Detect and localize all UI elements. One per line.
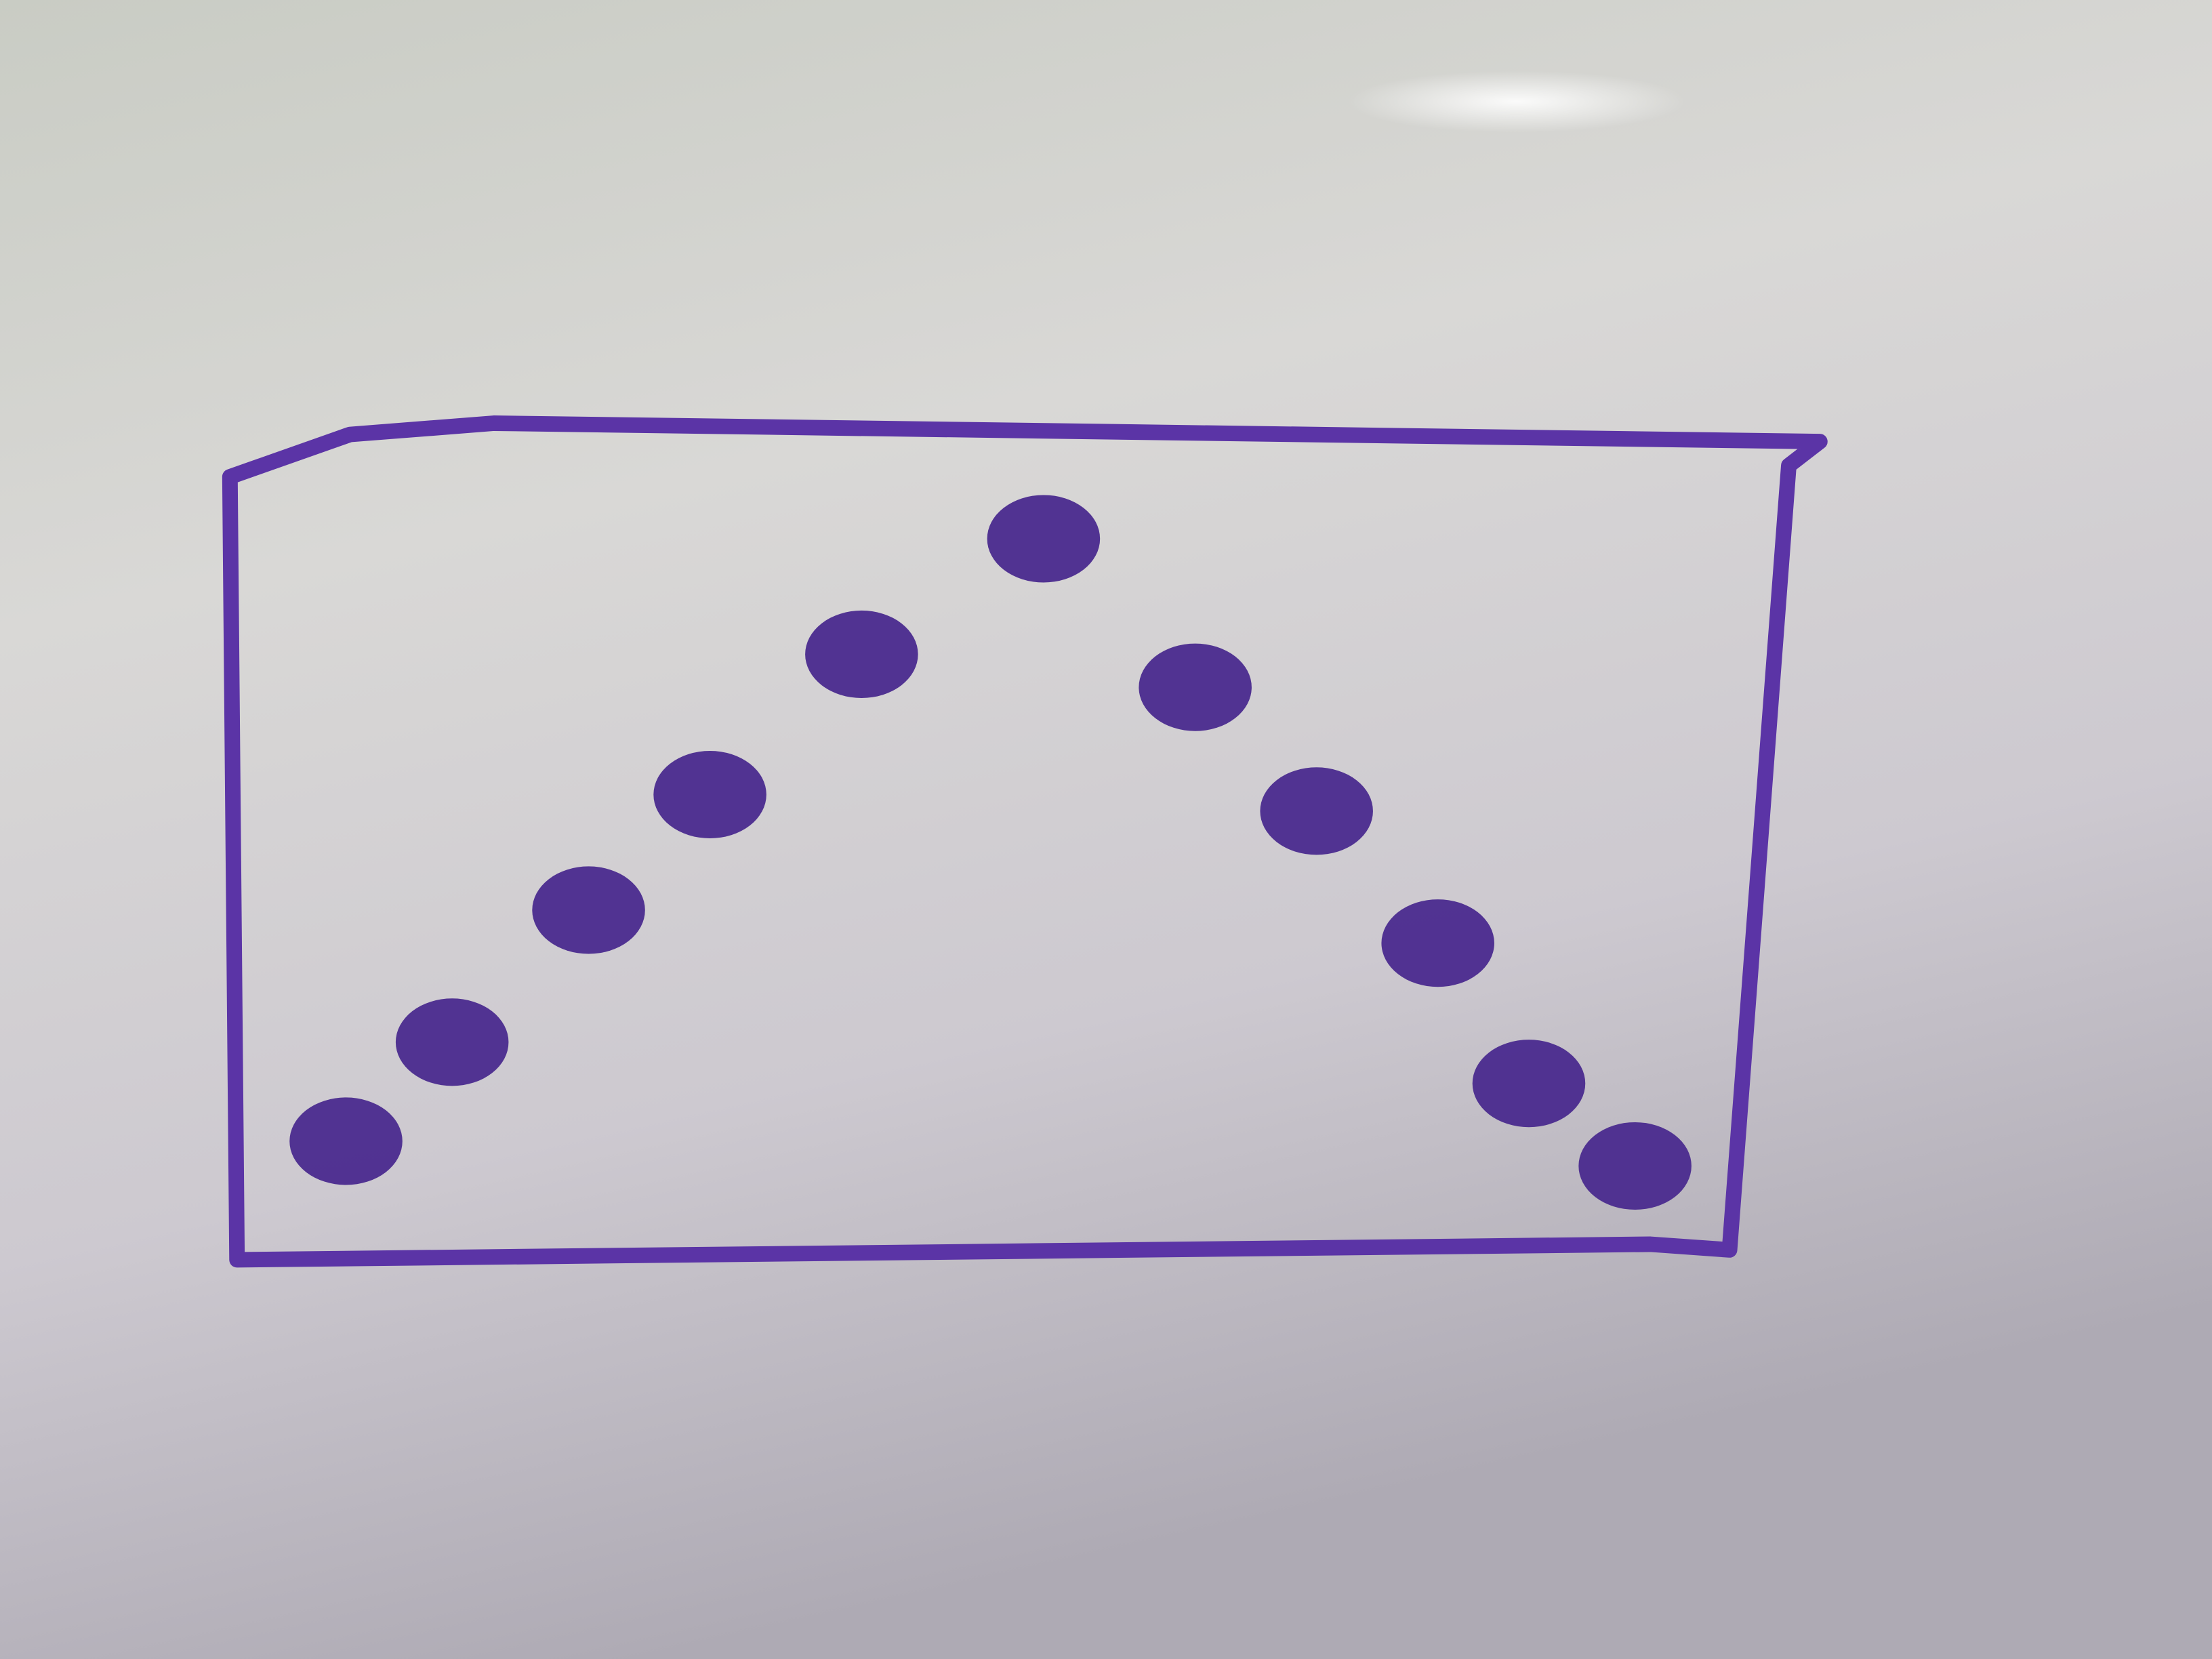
point bbox=[532, 866, 645, 954]
point bbox=[805, 610, 918, 698]
point bbox=[289, 1097, 403, 1185]
point bbox=[653, 750, 766, 839]
point bbox=[987, 495, 1101, 583]
point bbox=[1139, 643, 1252, 731]
point bbox=[1472, 1040, 1586, 1128]
point bbox=[1578, 1122, 1692, 1210]
point bbox=[1381, 899, 1494, 987]
plot-frame bbox=[222, 415, 1828, 1268]
point bbox=[1260, 767, 1373, 855]
point bbox=[395, 998, 509, 1086]
glare bbox=[1347, 70, 1686, 133]
